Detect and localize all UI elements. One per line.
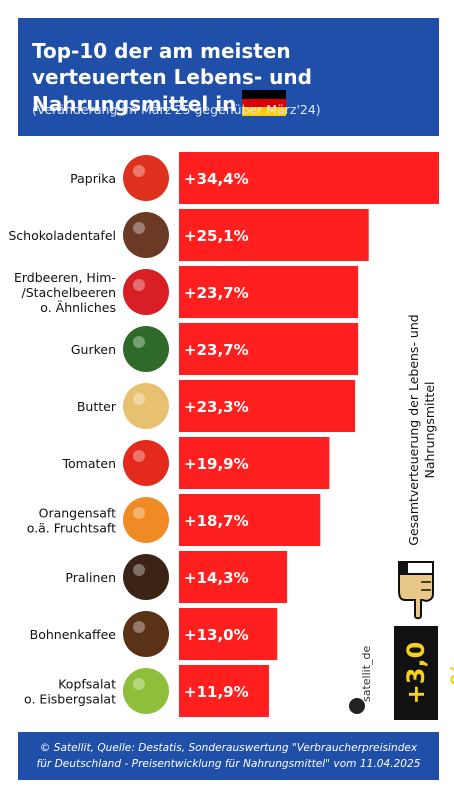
- bar: [179, 323, 359, 375]
- category-label-line: Orangensaft: [39, 506, 116, 521]
- icon-highlight: [133, 450, 145, 462]
- category-label: Gurken: [71, 342, 116, 357]
- bar: [179, 437, 330, 489]
- tomato-icon: [123, 440, 169, 486]
- bar: [179, 551, 288, 603]
- data-label: +23,3%: [184, 398, 249, 416]
- bar: [179, 152, 439, 204]
- flag-stripe-gold: [242, 107, 287, 116]
- data-label: +11,9%: [184, 683, 249, 701]
- icon-highlight: [133, 507, 145, 519]
- bar: [179, 380, 356, 432]
- category-label: Butter: [77, 399, 117, 414]
- category-label: Orangensaft o.ä. Fruchtsaft: [27, 506, 116, 536]
- subtitle: (Veränderung im März'25 gegenüber März'2…: [32, 102, 321, 117]
- bar-chart: +34,4% Paprika +25,1% Schokoladentafel +23,7…: [8, 152, 439, 717]
- category-label-line: o. Eisbergsalat: [24, 692, 116, 707]
- berries-icon: [123, 269, 169, 315]
- icon-highlight: [133, 165, 145, 177]
- category-label: Paprika: [70, 171, 116, 186]
- category-label-line: Gurken: [71, 342, 116, 357]
- category-label-line: Butter: [77, 399, 117, 414]
- paprika-icon: [123, 155, 169, 201]
- butter-icon: [123, 383, 169, 429]
- bar: [179, 266, 359, 318]
- category-label-line: Pralinen: [65, 570, 116, 585]
- brand-text: satellit_de: [360, 645, 373, 702]
- category-label: Bohnenkaffee: [30, 627, 117, 642]
- bar: [179, 608, 278, 660]
- category-label-line: Bohnenkaffee: [30, 627, 117, 642]
- category-label-line: Schokoladentafel: [8, 228, 116, 243]
- bar-row: +19,9% Tomaten: [61, 437, 330, 489]
- cucumber-icon: [123, 326, 169, 372]
- lettuce-icon: [123, 668, 169, 714]
- coffee-icon: [123, 611, 169, 657]
- category-label-line: Erdbeeren, Him-: [14, 270, 116, 285]
- data-label: +25,1%: [184, 227, 249, 245]
- category-label-line: Kopfsalat: [58, 677, 116, 692]
- icon-highlight: [133, 393, 145, 405]
- bar-row: +23,7% Erdbeeren, Him-/Stachelbeeren o. Äh…: [14, 266, 359, 318]
- category-label-line: Tomaten: [61, 456, 116, 471]
- data-label: +18,7%: [184, 512, 249, 530]
- footer-source: © Satellit, Quelle: Destatis, Sonderausw…: [18, 732, 439, 780]
- icon-highlight: [133, 222, 145, 234]
- data-label: +23,7%: [184, 341, 249, 359]
- icon-highlight: [133, 564, 145, 576]
- bar-row: +25,1% Schokoladentafel: [8, 209, 369, 261]
- category-label: Kopfsalat o. Eisbergsalat: [24, 677, 116, 707]
- category-label-line: /Stachelbeeren: [22, 285, 116, 300]
- category-label: Schokoladentafel: [8, 228, 116, 243]
- category-label-line: Paprika: [70, 171, 116, 186]
- bar-row: +23,3% Butter: [77, 380, 356, 432]
- bar-row: +14,3% Pralinen: [65, 551, 288, 603]
- flag-stripe-red: [242, 98, 287, 108]
- total-value: +3,0 %: [402, 641, 454, 705]
- bar: [179, 665, 269, 717]
- icon-highlight: [133, 621, 145, 633]
- pointing-down-hand-icon: [398, 561, 434, 620]
- bar-row: +18,7% Orangensaft o.ä. Fruchtsaft: [27, 494, 321, 546]
- bar-row: +23,7% Gurken: [71, 323, 359, 375]
- data-label: +19,9%: [184, 455, 249, 473]
- data-label: +23,7%: [184, 284, 249, 302]
- data-label: +34,4%: [184, 170, 249, 188]
- header-banner: Top-10 der am meisten verteuerten Lebens…: [18, 18, 439, 136]
- title-text: Top-10 der am meisten verteuerten Lebens…: [32, 39, 312, 116]
- icon-highlight: [133, 336, 145, 348]
- total-badge: +3,0 %: [394, 626, 454, 720]
- germany-flag-icon: [242, 90, 287, 116]
- data-label: +13,0%: [184, 626, 249, 644]
- page-title: Top-10 der am meisten verteuerten Lebens…: [32, 38, 432, 117]
- chocolate-icon: [123, 212, 169, 258]
- category-label: Pralinen: [65, 570, 116, 585]
- bar: [179, 494, 321, 546]
- flag-stripe-black: [242, 90, 287, 99]
- juice-icon: [123, 497, 169, 543]
- bar-row: +34,4% Paprika: [70, 152, 439, 204]
- category-label: Tomaten: [61, 456, 116, 471]
- footer-line-2: für Deutschland - Preisentwicklung für N…: [36, 758, 421, 770]
- praline-icon: [123, 554, 169, 600]
- category-label: Erdbeeren, Him-/Stachelbeeren o. Ähnliche…: [14, 270, 116, 315]
- data-label: +14,3%: [184, 569, 249, 587]
- summary-label: Gesamtverteuerung der Lebens- und Nahrun…: [398, 314, 454, 560]
- telegram-icon: [349, 698, 365, 714]
- icon-highlight: [133, 678, 145, 690]
- bar-row: +13,0% Bohnenkaffee: [30, 608, 278, 660]
- summary-label-text: Gesamtverteuerung der Lebens- und Nahrun…: [406, 314, 437, 546]
- category-label-line: o.ä. Fruchtsaft: [27, 521, 116, 536]
- bar: [179, 209, 369, 261]
- footer-line-1: © Satellit, Quelle: Destatis, Sonderausw…: [39, 742, 418, 754]
- bar-row: +11,9% Kopfsalat o. Eisbergsalat: [24, 665, 269, 717]
- category-label-line: o. Ähnliches: [40, 300, 116, 315]
- icon-highlight: [133, 279, 145, 291]
